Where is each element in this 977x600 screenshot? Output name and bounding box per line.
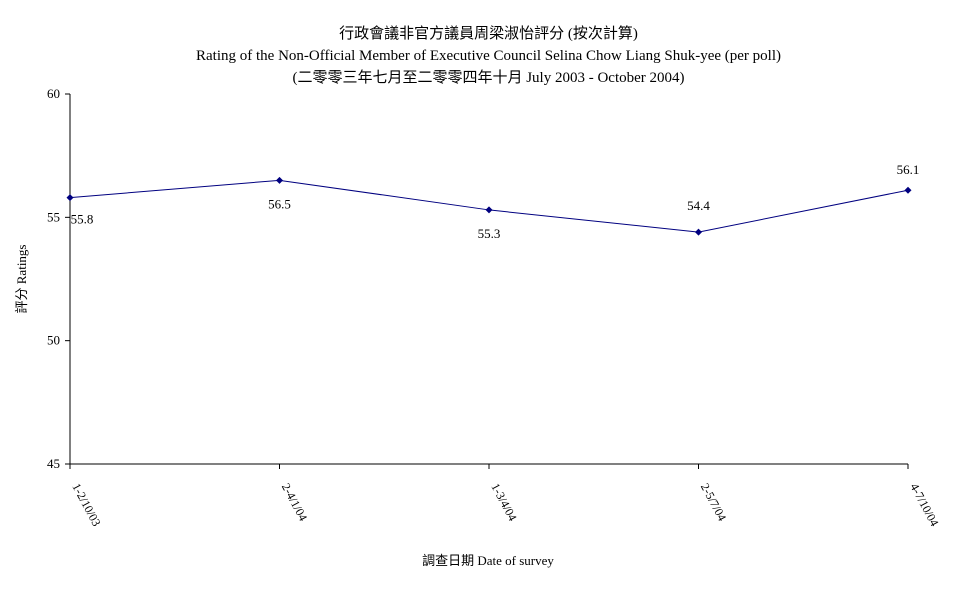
data-label: 54.4 xyxy=(687,198,710,213)
data-point xyxy=(904,186,912,194)
data-label: 56.1 xyxy=(897,162,920,177)
x-tick-label: 1-3/4/04 xyxy=(488,481,519,523)
y-tick-label: 45 xyxy=(47,456,60,471)
series-line xyxy=(69,179,909,233)
data-point xyxy=(66,194,74,202)
x-axis-title: 調查日期 Date of survey xyxy=(422,553,554,568)
data-point xyxy=(485,206,493,214)
y-tick-label: 50 xyxy=(47,333,60,348)
x-tick-label: 4-7/10/04 xyxy=(907,481,941,529)
y-axis-title: 評分 Ratings xyxy=(14,245,29,314)
chart-subtitle: Rating of the Non-Official Member of Exe… xyxy=(196,48,781,64)
data-label: 56.5 xyxy=(268,196,291,211)
x-tick-label: 2-5/7/04 xyxy=(698,481,729,523)
data-point xyxy=(695,228,702,236)
y-tick-label: 55 xyxy=(47,209,60,224)
data-label: 55.3 xyxy=(478,226,501,241)
y-tick-label: 60 xyxy=(47,86,60,101)
chart-title: 行政會議非官方議員周梁淑怡評分 (按次計算) xyxy=(339,26,638,42)
x-tick-label: 2-4/1/04 xyxy=(279,481,310,523)
data-label: 55.8 xyxy=(71,212,94,227)
chart-subtitle-period: (二零零三年七月至二零零四年十月 July 2003 - October 200… xyxy=(292,70,685,86)
data-point xyxy=(276,176,283,184)
x-tick-label: 1-2/10/03 xyxy=(69,481,103,529)
